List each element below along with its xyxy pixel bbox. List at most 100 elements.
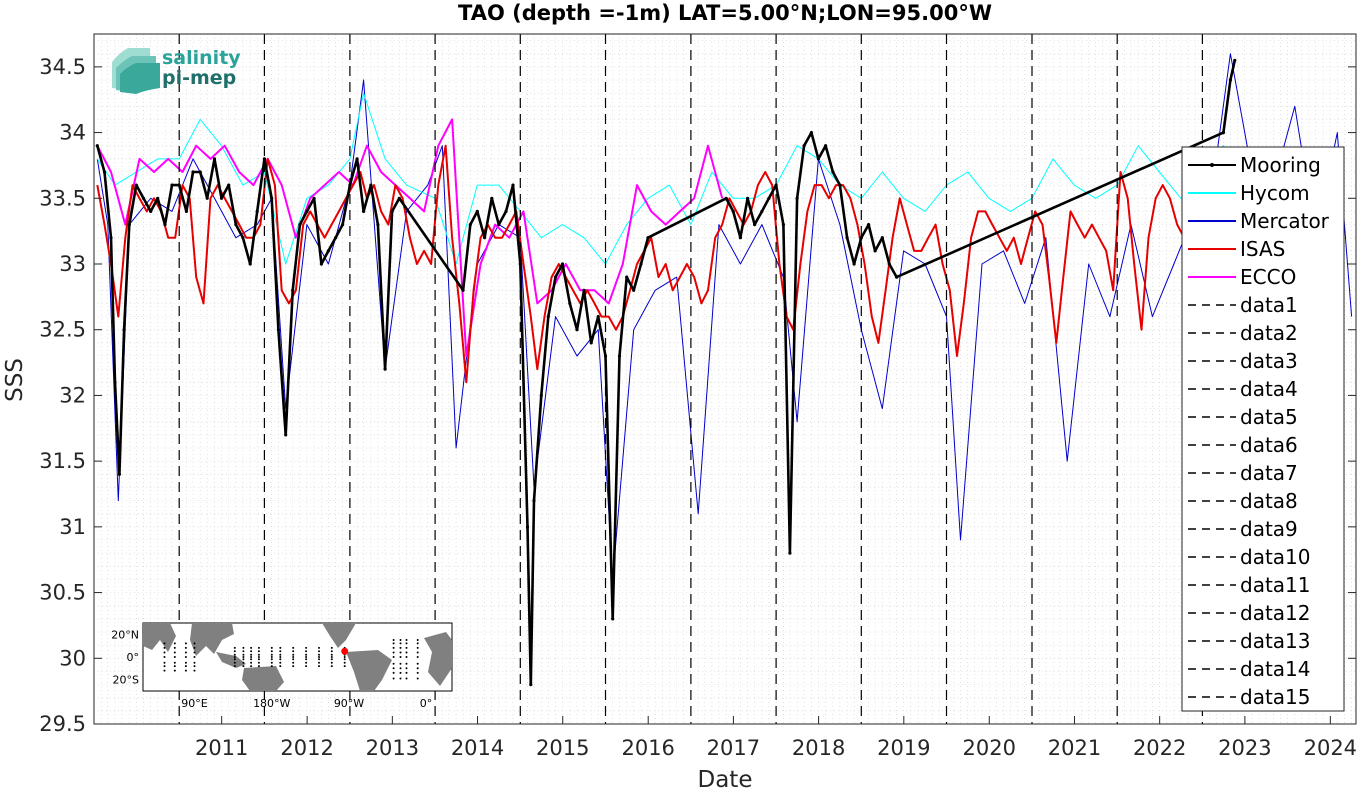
legend-label: data6 [1240,433,1298,457]
legend-item-data2: data2 [1188,321,1298,345]
buoy-dot [305,653,308,656]
x-tick-label: 2023 [1218,736,1271,760]
legend-item-data9: data9 [1188,517,1298,541]
data-point-mooring [390,209,394,213]
inset-lat-label: 20°N [111,628,139,641]
legend-label: data12 [1240,601,1311,625]
x-axis: 2011 2012 2013 2014 2015 2016 2017 2018 2019 2020… [195,716,1357,760]
data-point-mooring [831,170,835,174]
y-tick-label: 34.5 [39,55,86,79]
legend-label: Hycom [1240,181,1310,205]
buoy-dot [257,646,260,649]
buoy-dot [343,658,346,661]
data-point-mooring [539,393,543,397]
buoy-dot [343,665,346,668]
buoy-dot [405,662,408,665]
buoy-dot [250,656,253,658]
legend-item-data12: data12 [1188,601,1311,625]
buoy-dot [257,656,260,658]
buoy-dot [399,646,402,649]
buoy-dot [270,661,273,664]
x-axis-label: Date [698,767,753,790]
inset-lat-label: 0° [127,651,140,664]
data-point-mooring [362,209,366,213]
x-tick-label: 2013 [366,736,419,760]
inset-lon-label: 90°E [181,697,207,710]
data-point-mooring [838,183,842,187]
buoy-dot [173,669,176,672]
buoy-dot [173,661,176,664]
data-point-mooring [575,328,579,332]
buoy-dot [242,665,245,668]
legend-item-data4: data4 [1188,377,1298,401]
x-tick-label: 2014 [451,736,504,760]
buoy-dot [163,661,166,664]
data-point-mooring [802,144,806,148]
legend-item-data13: data13 [1188,629,1311,653]
buoy-dot [392,639,395,641]
legend-label: data5 [1240,405,1298,429]
logo-text-salinity: salinity [162,47,241,69]
series-isas [96,144,1199,384]
buoy-dot [163,665,166,668]
buoy-dot [242,653,245,656]
legend-item-data8: data8 [1188,489,1298,513]
buoy-dot [193,656,196,658]
buoy-dot [416,639,419,641]
x-tick-label: 2011 [195,736,248,760]
x-tick-label: 2020 [963,736,1016,760]
buoy-dot [279,653,282,656]
data-point-mooring [109,236,113,240]
buoy-dot [318,656,320,658]
grid [93,34,1356,725]
data-point-mooring [326,249,330,253]
legend-item-data7: data7 [1188,461,1298,485]
y-tick-label: 31.5 [39,449,86,473]
data-point-mooring [163,223,167,227]
legend-label: data1 [1240,293,1298,317]
legend-box [1181,146,1345,712]
buoy-dot [233,653,236,656]
legend-label: data9 [1240,517,1298,541]
data-point-mooring [255,209,259,213]
buoy-dot [270,665,273,668]
buoy-dot [392,656,395,658]
legend-label: data14 [1240,657,1311,681]
buoy-dot [184,642,187,645]
buoy-dot [330,665,333,668]
buoy-dot [250,665,253,668]
buoy-dot [250,650,253,653]
buoy-dot [416,662,419,665]
legend-item-data6: data6 [1188,433,1298,457]
series-line-isas [96,144,1199,384]
data-point-mooring [291,288,295,292]
data-point-mooring [276,328,280,332]
data-point-mooring [468,223,472,227]
buoy-dot [330,656,333,658]
legend-label: data13 [1240,629,1311,653]
data-point-mooring [341,223,345,227]
buoy-dot [305,658,308,661]
buoy-dot [163,646,166,649]
buoy-dot [250,658,253,661]
buoy-dot [163,642,166,645]
y-axis-label: SSS [2,358,28,402]
y-tick-label: 30.5 [39,581,86,605]
legend-label: data10 [1240,545,1311,569]
buoy-dot [279,665,282,668]
buoy-dot [405,646,408,649]
data-point-mooring [270,196,274,200]
data-point-mooring [497,223,501,227]
buoy-dot [257,653,260,656]
buoy-dot [184,665,187,668]
buoy-array [163,639,419,680]
buoy-dot [292,650,295,653]
data-point-mooring [117,472,121,476]
buoy-dot [270,650,273,653]
data-point-mooring [525,525,530,529]
data-point-mooring [490,196,494,200]
plot-frame [93,33,1357,725]
data-point-mooring [553,275,558,279]
data-point-mooring [617,354,622,358]
data-point-mooring [816,157,821,161]
